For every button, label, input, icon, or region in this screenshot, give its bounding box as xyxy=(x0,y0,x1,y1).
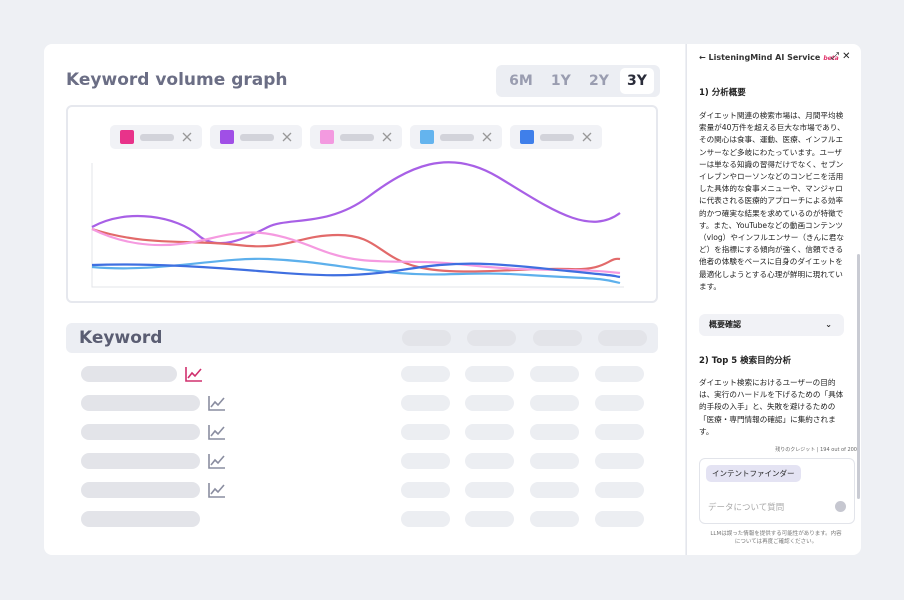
beta-badge: beta xyxy=(823,55,839,62)
section-title: 2) Top 5 検索目的分析 xyxy=(699,356,792,366)
chat-input[interactable]: インテントファインダー データについて質問 xyxy=(699,458,855,524)
keyword-placeholder xyxy=(81,395,200,411)
chart-box xyxy=(66,105,658,303)
send-button[interactable] xyxy=(835,501,846,512)
trend-icon[interactable] xyxy=(207,481,227,499)
section-title: 1) 分析概要 xyxy=(699,88,746,98)
trend-icon[interactable] xyxy=(184,365,204,383)
keyword-placeholder xyxy=(81,424,200,440)
cell-placeholder xyxy=(401,395,450,411)
credits: 残りのクレジット | 194 out of 200 xyxy=(775,447,857,453)
lines xyxy=(91,161,621,285)
button-label: 概要確認 xyxy=(709,320,741,329)
section-body: ダイエット検索におけるユーザーの目的は、実行のハードルを下げるための「具体的手段… xyxy=(699,378,844,436)
keyword-title: Keyword xyxy=(79,328,163,348)
header-placeholder xyxy=(533,330,582,346)
keyword-placeholder xyxy=(81,482,200,498)
cell-placeholder xyxy=(465,366,514,382)
cell-placeholder xyxy=(401,453,450,469)
legend xyxy=(110,125,602,149)
keyword-placeholder xyxy=(81,453,200,469)
trend-icon[interactable] xyxy=(207,394,227,412)
cell-placeholder xyxy=(465,424,514,440)
cell-placeholder xyxy=(530,482,579,498)
ai-panel: ← ListeningMind AI Service beta ⤢ ✕ 1) 分析… xyxy=(686,44,861,555)
cell-placeholder xyxy=(465,395,514,411)
cell-placeholder xyxy=(401,366,450,382)
cell-placeholder xyxy=(465,453,514,469)
section-body: ダイエット関連の検索市場は、月間平均検索量が40万件を超える巨大な市場であり、そ… xyxy=(699,111,845,291)
period-button[interactable]: 2Y xyxy=(588,73,609,89)
cell-placeholder xyxy=(465,511,514,527)
window-controls[interactable]: ⤢ ✕ xyxy=(831,51,851,62)
cell-placeholder xyxy=(530,453,579,469)
cell-placeholder xyxy=(595,395,644,411)
chart xyxy=(91,125,624,288)
graph-title: Keyword volume graph xyxy=(66,70,288,90)
cell-placeholder xyxy=(465,482,514,498)
keyword-placeholder xyxy=(81,366,177,382)
period-button[interactable]: 1Y xyxy=(550,73,571,89)
header-placeholder xyxy=(467,330,516,346)
summary-button[interactable]: 概要確認 ⌄ xyxy=(699,314,844,336)
graph-card: Keyword volume graph 6M 1Y 2Y 3Y xyxy=(44,44,685,555)
cell-placeholder xyxy=(595,424,644,440)
scrollbar xyxy=(857,254,860,499)
axis xyxy=(91,163,624,288)
header-placeholder xyxy=(598,330,647,346)
trend-icon[interactable] xyxy=(207,452,227,470)
cell-placeholder xyxy=(530,511,579,527)
input-placeholder: データについて質問 xyxy=(708,503,785,513)
trend-icon[interactable] xyxy=(207,423,227,441)
cell-placeholder xyxy=(401,424,450,440)
cell-placeholder xyxy=(401,482,450,498)
cell-placeholder xyxy=(595,366,644,382)
panel-title: ListeningMind AI Service xyxy=(708,53,821,62)
disclaimer: LLMは誤った情報を提供する可能性があります。内容については再度ご確認ください。 xyxy=(710,531,842,545)
cell-placeholder xyxy=(530,395,579,411)
intent-chip[interactable]: インテントファインダー xyxy=(706,465,801,482)
cell-placeholder xyxy=(595,482,644,498)
header-placeholder xyxy=(402,330,451,346)
cell-placeholder xyxy=(595,453,644,469)
keyword-placeholder xyxy=(81,511,200,527)
cell-placeholder xyxy=(595,511,644,527)
cell-placeholder xyxy=(530,424,579,440)
period-button[interactable]: 6M xyxy=(509,73,533,89)
period-button[interactable]: 3Y xyxy=(620,68,654,94)
period-selector: 6M 1Y 2Y 3Y xyxy=(496,65,660,97)
panel-header: ← ListeningMind AI Service beta xyxy=(699,53,839,62)
cell-placeholder xyxy=(401,511,450,527)
cell-placeholder xyxy=(530,366,579,382)
